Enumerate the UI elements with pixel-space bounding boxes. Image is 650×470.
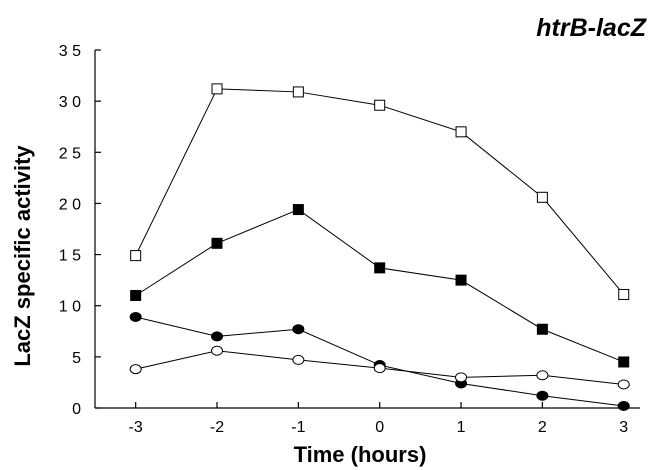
series-2-point xyxy=(536,323,548,335)
axes: 051 01 52 02 53 03 5-3 -2 -1 0 1 2 3 xyxy=(59,43,640,436)
series-4-point xyxy=(292,354,305,365)
y-tick-label: 2 5 xyxy=(59,145,81,162)
series-2-point xyxy=(374,262,386,274)
series-4-point xyxy=(455,372,468,383)
series-markers xyxy=(129,83,630,411)
series-3-point xyxy=(129,311,142,322)
x-tick-label: 3 xyxy=(619,419,628,436)
chart-title: htrB-lacZ xyxy=(536,14,646,42)
series-1-point xyxy=(455,126,467,138)
y-tick-label: 5 xyxy=(72,350,81,367)
x-tick-label: 2 xyxy=(538,419,547,436)
x-tick-label: -3 xyxy=(129,419,143,436)
series-1-point xyxy=(374,99,386,111)
x-tick-label: 0 xyxy=(375,419,384,436)
series-2-point xyxy=(211,237,223,249)
series-4-point xyxy=(129,364,142,375)
series-4-point xyxy=(211,345,224,356)
y-tick-label: 3 0 xyxy=(59,94,81,111)
series-4-point xyxy=(536,370,549,381)
series-1-point xyxy=(211,83,223,95)
x-axis-label: Time (hours) xyxy=(294,442,427,467)
series-2-point xyxy=(618,356,630,368)
y-tick-label: 0 xyxy=(72,401,81,418)
series-3-point xyxy=(292,324,305,335)
axis-labels: Time (hours) LacZ specific activity xyxy=(10,145,426,467)
y-tick-label: 1 5 xyxy=(59,248,81,265)
series-1-point xyxy=(536,191,548,203)
series-1-point xyxy=(292,86,304,98)
series-line-2 xyxy=(135,208,624,363)
y-tick-label: 1 0 xyxy=(59,299,81,316)
series-2-point xyxy=(130,289,142,301)
series-2-point xyxy=(455,274,467,286)
series-2-point xyxy=(292,204,304,216)
y-tick-label: 2 0 xyxy=(59,196,81,213)
series-3-point xyxy=(617,400,630,411)
series-1-point xyxy=(130,250,142,262)
series-3-point xyxy=(211,331,224,342)
x-tick-label: -1 xyxy=(291,419,305,436)
series-4-point xyxy=(373,363,386,374)
y-axis-label: LacZ specific activity xyxy=(10,145,35,367)
x-tick-label: 1 xyxy=(457,419,466,436)
series-lines xyxy=(135,88,625,407)
series-1-point xyxy=(618,288,630,300)
y-tick-label: 3 5 xyxy=(59,43,81,60)
x-tick-label: -2 xyxy=(210,419,224,436)
series-3-point xyxy=(536,390,549,401)
series-4-point xyxy=(617,379,630,390)
